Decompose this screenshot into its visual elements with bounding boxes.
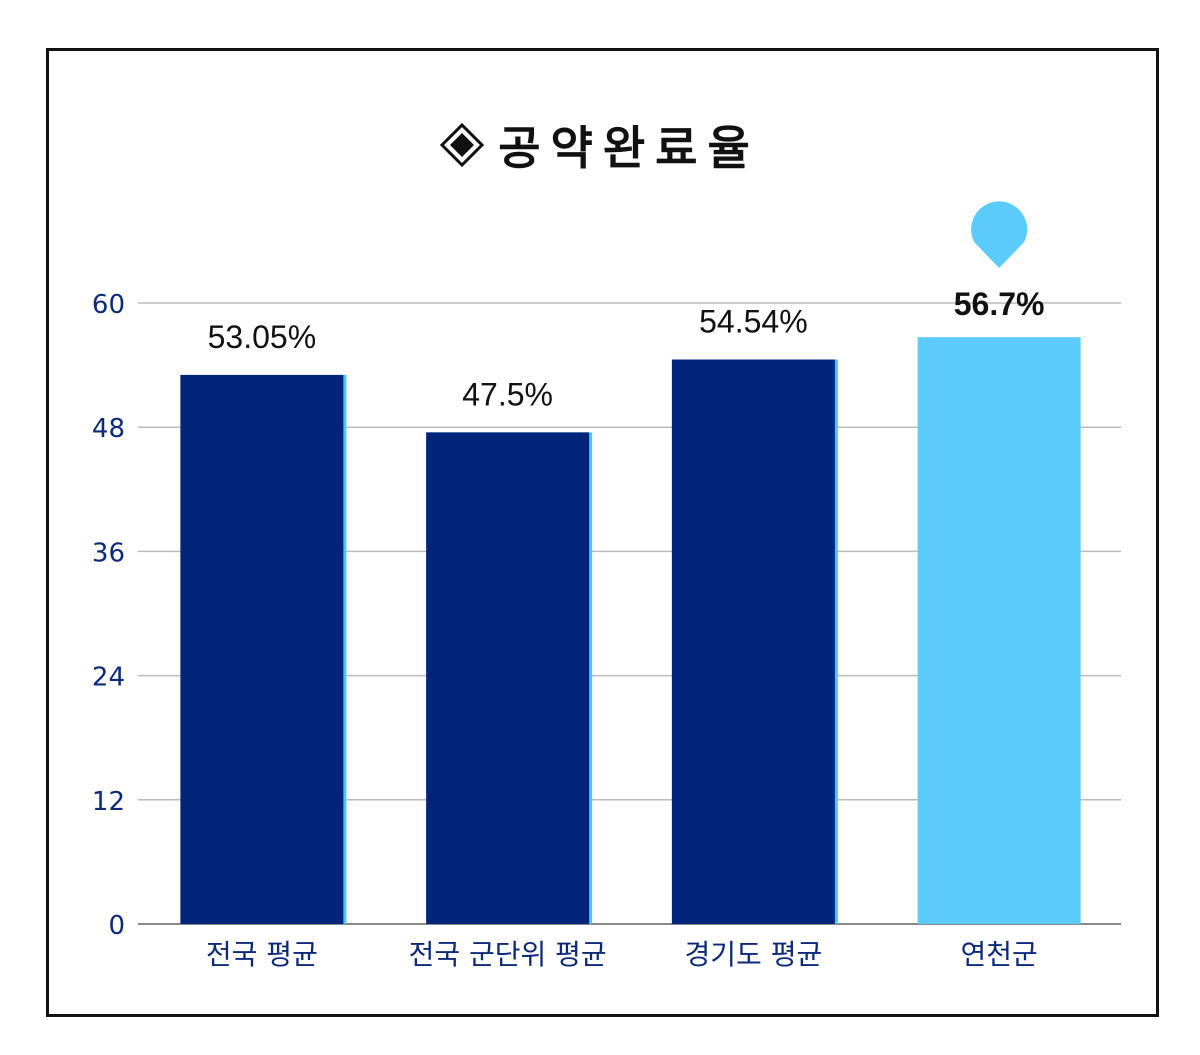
bar-highlight	[917, 337, 1081, 924]
y-axis-ticks: 0 12 24 36 48 60	[92, 290, 125, 941]
y-tick-label: 24	[92, 663, 125, 693]
bar	[671, 359, 835, 924]
value-label: 54.54%	[699, 304, 808, 340]
x-category-label: 전국 군단위 평균	[409, 938, 607, 971]
x-axis-categories: 전국 평균 전국 군단위 평균 경기도 평균 연천군	[206, 938, 1038, 971]
diamond-icon	[440, 123, 485, 167]
bars	[180, 337, 1081, 924]
x-category-label: 연천군	[960, 938, 1037, 971]
highlight-marker	[971, 201, 1028, 268]
y-tick-label: 0	[108, 911, 125, 941]
bar	[180, 374, 344, 924]
value-label: 53.05%	[208, 319, 317, 355]
y-tick-label: 48	[92, 414, 125, 444]
value-label: 47.5%	[462, 376, 553, 412]
y-tick-label: 60	[92, 290, 125, 320]
value-label: 56.7%	[954, 286, 1045, 322]
bar	[426, 432, 590, 924]
chart-title: 공약완료율	[0, 112, 1200, 178]
x-category-label: 전국 평균	[206, 938, 318, 971]
value-labels: 53.05% 47.5% 54.54% 56.7%	[208, 286, 1045, 412]
location-pin-icon	[971, 201, 1028, 268]
y-tick-label: 36	[92, 538, 125, 568]
chart-title-text: 공약완료율	[498, 121, 760, 175]
y-tick-label: 12	[92, 787, 125, 817]
x-category-label: 경기도 평균	[685, 938, 823, 971]
